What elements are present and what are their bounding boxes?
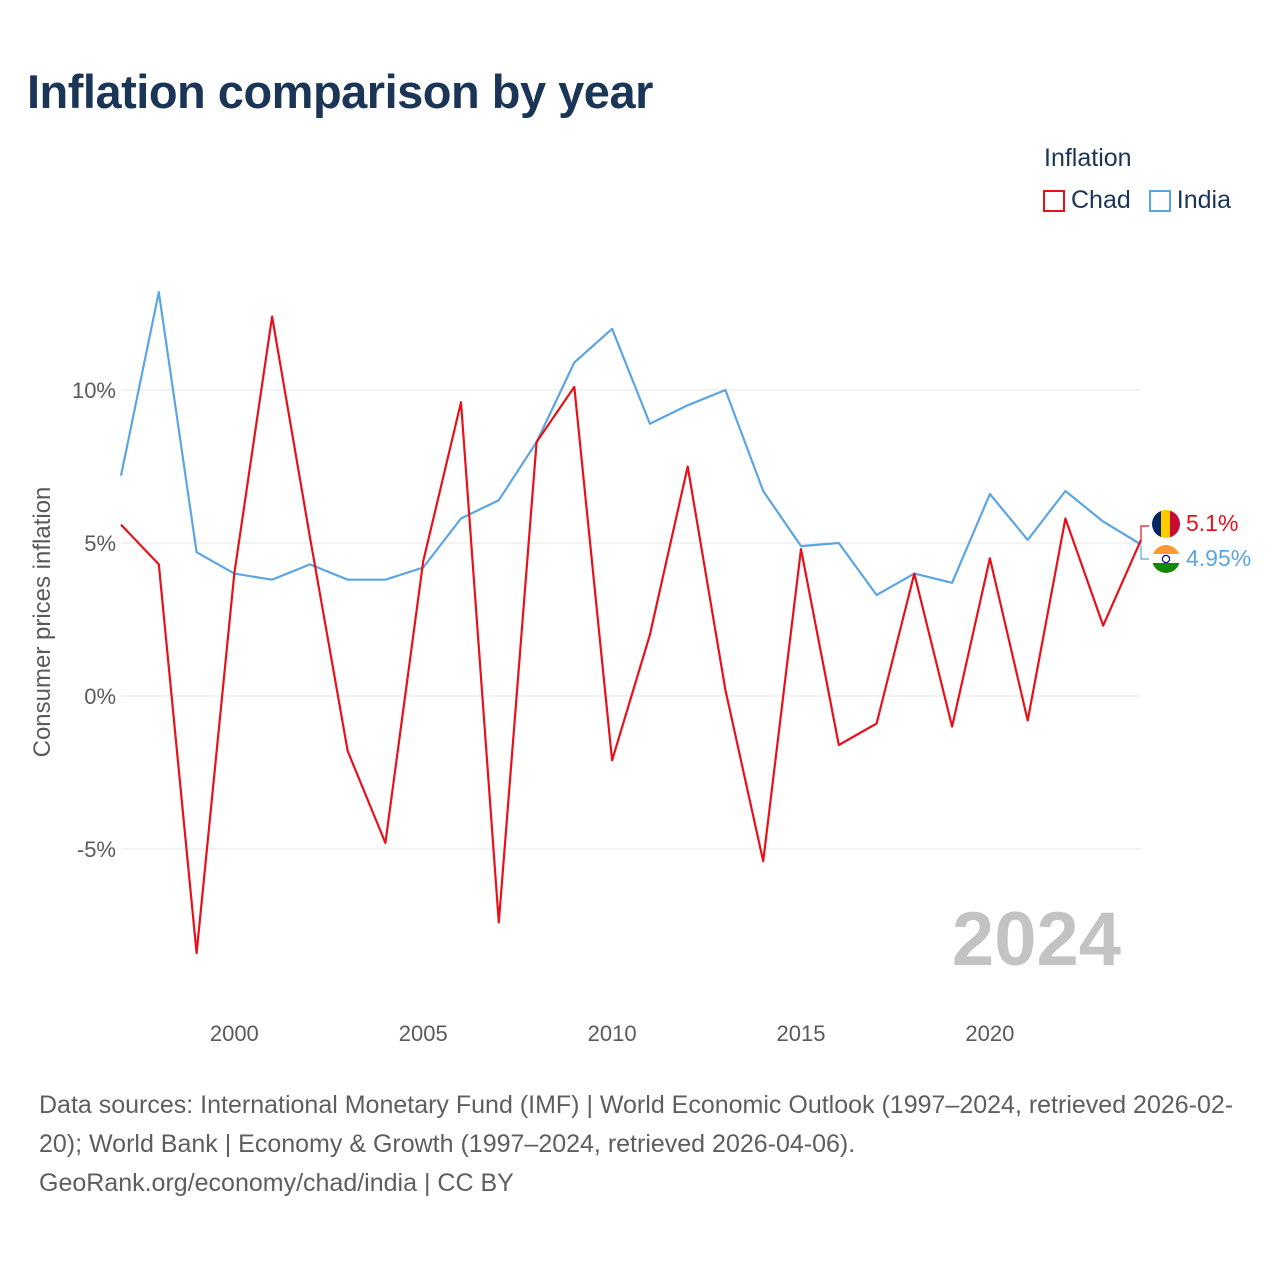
end-markers: 5.1% 4.95% [1140, 510, 1251, 573]
current-year-overlay: 2024 [952, 897, 1121, 982]
y-axis-ticks: -5% 0% 5% 10% [72, 378, 116, 862]
source-credit[interactable]: GeoRank.org/economy/chad/india | CC BY [39, 1169, 514, 1197]
legend-swatch-india [1148, 189, 1171, 212]
y-tick-label: 5% [84, 531, 116, 556]
data-source-note: Data sources: International Monetary Fun… [39, 1086, 1249, 1203]
legend-item-chad[interactable]: Chad [1043, 186, 1131, 215]
y-tick-label: 10% [72, 378, 116, 403]
india-end-connector [1140, 546, 1149, 560]
india-end-value: 4.95% [1186, 545, 1251, 571]
chad-end-connector [1140, 525, 1149, 541]
series-line-india[interactable] [119, 291, 1142, 597]
x-tick-label: 2020 [965, 1021, 1014, 1046]
source-text: Data sources: International Monetary Fun… [39, 1091, 1234, 1158]
x-tick-label: 2010 [588, 1021, 637, 1046]
line-chart: -5% 0% 5% 10% 2000 2005 2010 2015 2020 Consumer… [29, 291, 1251, 1046]
y-axis-label: Consumer prices inflation [29, 487, 56, 758]
chad-end-value: 5.1% [1186, 510, 1238, 536]
page-title: Inflation comparison by year [27, 65, 653, 118]
series-line-chad[interactable] [120, 315, 1143, 955]
legend-item-india[interactable]: India [1148, 186, 1231, 215]
x-tick-label: 2015 [777, 1021, 826, 1046]
x-tick-label: 2005 [399, 1021, 448, 1046]
y-tick-label: 0% [84, 684, 116, 709]
india-flag-icon [1152, 545, 1180, 573]
x-tick-label: 2000 [210, 1021, 259, 1046]
legend: Chad India [1043, 186, 1231, 215]
y-tick-label: -5% [77, 837, 116, 862]
legend-label-india: India [1176, 186, 1231, 214]
legend-label-chad: Chad [1071, 186, 1131, 214]
series-lines [119, 291, 1143, 955]
chad-flag-icon [1152, 510, 1180, 538]
x-axis-ticks: 2000 2005 2010 2015 2020 [210, 1021, 1015, 1046]
legend-title: Inflation [1044, 144, 1132, 172]
legend-swatch-chad [1043, 189, 1065, 212]
grid-lines [121, 389, 1141, 850]
